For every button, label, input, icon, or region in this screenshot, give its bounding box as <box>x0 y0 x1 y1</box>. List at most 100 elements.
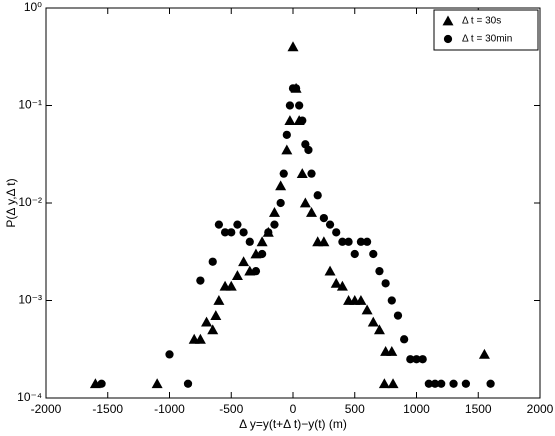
circle-marker <box>279 169 288 178</box>
triangle-marker <box>361 304 373 315</box>
triangle-marker <box>225 280 237 291</box>
circle-marker <box>449 379 458 388</box>
circle-marker <box>183 379 193 388</box>
circle-marker <box>258 249 267 259</box>
legend-label: Δ t = 30s <box>462 16 501 27</box>
triangle-marker <box>213 295 225 305</box>
x-tick-label: 1000 <box>403 402 430 416</box>
circle-marker <box>295 101 304 110</box>
circle-marker <box>412 355 421 364</box>
triangle-marker <box>201 316 213 327</box>
circle-marker <box>430 379 440 388</box>
x-tick-label: 2000 <box>527 402 554 416</box>
y-tick-label: 10⁻⁴ <box>17 390 42 404</box>
triangle-marker <box>231 270 243 281</box>
triangle-marker <box>378 378 390 389</box>
triangle-marker <box>296 168 308 179</box>
triangle-marker <box>275 180 287 191</box>
triangle-marker <box>194 333 206 344</box>
circle-marker <box>239 228 248 237</box>
circle-marker <box>356 237 366 246</box>
x-tick-label: -500 <box>219 402 243 416</box>
triangle-marker <box>387 378 399 389</box>
circle-marker <box>437 379 446 388</box>
circle-marker <box>393 311 403 320</box>
triangle-marker <box>210 310 222 321</box>
circle-marker <box>443 34 453 44</box>
circle-marker <box>424 379 433 388</box>
circle-marker <box>282 130 291 139</box>
circle-marker <box>418 355 427 364</box>
circle-marker <box>245 237 254 246</box>
circle-marker <box>325 220 335 229</box>
triangle-marker <box>281 144 293 155</box>
triangle-marker <box>306 206 318 217</box>
triangle-marker <box>284 115 296 126</box>
triangle-marker <box>268 206 280 217</box>
circle-marker <box>270 220 279 229</box>
y-tick-label: 10⁻³ <box>18 293 42 307</box>
triangle-marker <box>478 348 490 359</box>
circle-marker <box>208 257 217 266</box>
circle-marker <box>165 350 174 359</box>
circle-marker <box>233 220 242 229</box>
circle-marker <box>298 116 307 125</box>
triangle-marker <box>367 316 379 327</box>
circle-marker <box>313 191 322 200</box>
circle-marker <box>97 379 106 388</box>
circle-marker <box>319 213 328 223</box>
circle-marker <box>332 228 341 237</box>
triangle-marker <box>336 280 348 291</box>
legend-label: Δ t = 30min <box>462 34 512 45</box>
x-axis-label: Δ y=y(t+Δ t)−y(t) (m) <box>239 417 347 431</box>
triangle-marker <box>330 277 342 288</box>
circle-marker <box>362 237 372 246</box>
circle-marker <box>369 249 378 259</box>
triangle-marker <box>151 378 163 389</box>
circle-marker <box>461 379 471 388</box>
triangle-marker <box>355 295 367 305</box>
y-tick-label: 10⁻¹ <box>18 98 42 112</box>
circle-marker <box>387 296 396 305</box>
circle-marker <box>285 101 295 110</box>
triangle-marker <box>442 15 454 26</box>
triangle-marker <box>318 236 330 247</box>
x-tick-label: 0 <box>290 402 297 416</box>
y-tick-label: 10⁰ <box>24 0 42 14</box>
circle-marker <box>381 279 390 288</box>
circle-marker <box>264 228 273 237</box>
triangle-marker <box>287 41 299 52</box>
circle-marker <box>400 335 409 344</box>
circle-marker <box>344 237 353 246</box>
plot-frame <box>45 7 541 399</box>
triangle-marker <box>373 324 385 335</box>
x-tick-label: 500 <box>345 402 365 416</box>
x-tick-label: -1500 <box>92 402 123 416</box>
circle-marker <box>375 267 384 276</box>
x-tick-label: -1000 <box>154 402 185 416</box>
legend-box <box>433 9 539 51</box>
circle-marker <box>406 355 415 364</box>
x-tick-label: 1500 <box>465 402 492 416</box>
circle-marker <box>291 84 301 93</box>
circle-marker <box>276 198 285 208</box>
circle-marker <box>350 249 359 259</box>
circle-marker <box>227 228 236 237</box>
triangle-marker <box>386 345 398 356</box>
triangle-marker <box>324 265 336 276</box>
y-tick-label: 10⁻² <box>18 195 42 209</box>
y-axis-label: P(Δ y,Δ t) <box>4 178 18 227</box>
circle-marker <box>486 379 495 388</box>
triangle-marker <box>238 256 250 267</box>
triangle-marker <box>299 197 311 208</box>
x-tick-label: -2000 <box>31 402 62 416</box>
circle-marker <box>196 276 205 285</box>
circle-marker <box>251 267 261 276</box>
circle-marker <box>220 228 230 237</box>
circle-marker <box>338 237 347 246</box>
triangle-marker <box>207 324 219 335</box>
triangle-marker <box>256 236 268 247</box>
circle-marker <box>304 145 313 155</box>
circle-marker <box>214 220 224 229</box>
